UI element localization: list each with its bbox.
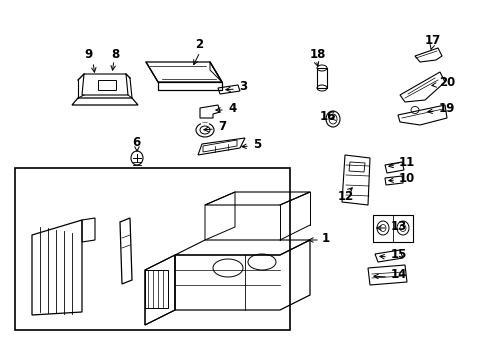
Text: 20: 20: [438, 77, 454, 90]
Text: 4: 4: [227, 102, 236, 114]
Text: 19: 19: [438, 103, 454, 116]
Text: 9: 9: [84, 49, 92, 62]
Bar: [15, 168, 289, 330]
Text: 15: 15: [390, 248, 407, 261]
Text: 3: 3: [239, 81, 246, 94]
Text: 17: 17: [424, 35, 440, 48]
Text: 11: 11: [398, 157, 414, 170]
Text: 2: 2: [195, 37, 203, 50]
Text: 12: 12: [337, 189, 353, 202]
Text: 10: 10: [398, 171, 414, 184]
Text: 18: 18: [309, 49, 325, 62]
Text: 1: 1: [321, 231, 329, 244]
Text: 7: 7: [218, 121, 225, 134]
Bar: [316, 68, 326, 88]
Text: 6: 6: [132, 135, 140, 148]
Text: 13: 13: [390, 220, 407, 233]
Text: 5: 5: [252, 138, 261, 150]
Text: 16: 16: [319, 109, 336, 122]
Text: 8: 8: [111, 48, 119, 60]
Text: 14: 14: [390, 269, 407, 282]
